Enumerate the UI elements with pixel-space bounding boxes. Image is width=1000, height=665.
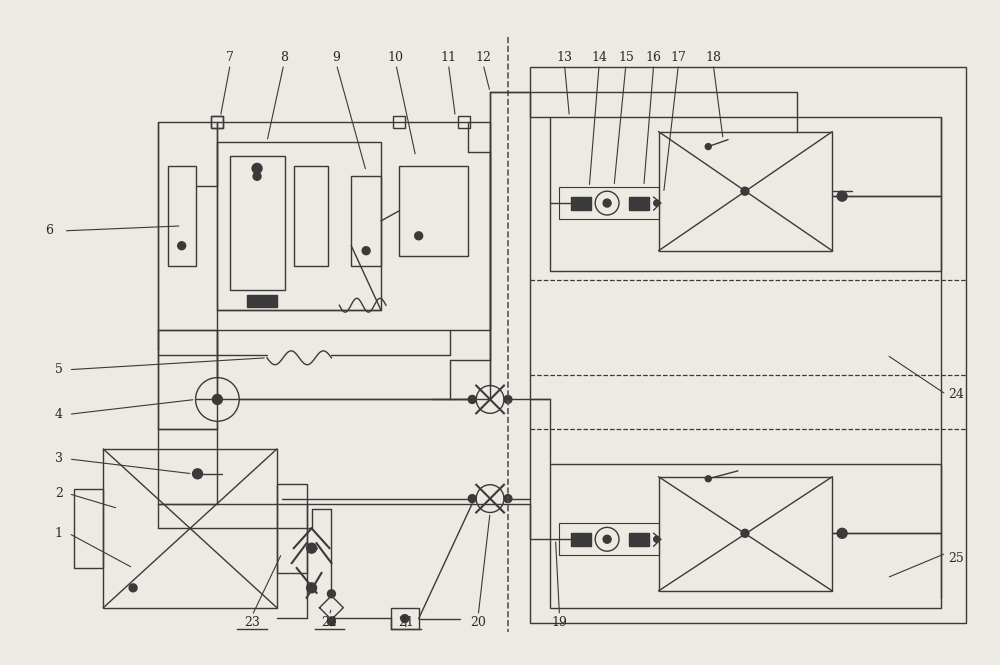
Circle shape [252,164,262,174]
Bar [530,67,966,622]
Circle shape [129,584,137,592]
Circle shape [401,614,409,622]
Circle shape [654,536,660,542]
Circle shape [654,200,660,206]
Text: 20: 20 [470,616,486,629]
Bar [351,176,381,265]
Text: 6: 6 [45,224,53,237]
Circle shape [327,590,335,598]
Bar [629,533,649,546]
Circle shape [193,469,203,479]
Text: 19: 19 [552,616,567,629]
Bar [571,533,591,546]
Circle shape [504,495,512,503]
Circle shape [603,535,611,543]
Bar [230,156,285,291]
Circle shape [212,394,222,404]
Text: 2: 2 [55,487,63,500]
Text: 18: 18 [705,51,721,64]
Text: 16: 16 [646,51,662,64]
Bar [571,197,591,210]
Text: 12: 12 [475,51,491,64]
Text: 23: 23 [244,616,260,629]
Circle shape [468,396,476,404]
Bar [550,464,941,608]
Text: 8: 8 [280,51,288,64]
Bar [659,132,832,251]
Circle shape [741,188,749,195]
Bar [277,483,307,573]
Text: 9: 9 [332,51,340,64]
Text: 22: 22 [322,616,337,629]
Circle shape [837,192,847,201]
Text: 10: 10 [388,51,404,64]
Circle shape [327,618,335,626]
Text: 1: 1 [55,527,63,540]
Bar [103,449,277,608]
Bar [659,477,832,591]
Bar [217,142,381,310]
Text: 11: 11 [440,51,456,64]
Bar [211,116,223,128]
Bar [391,608,419,630]
Bar [158,122,490,330]
Bar [74,489,103,568]
Text: 7: 7 [226,51,234,64]
Bar [211,116,223,128]
Bar [629,197,649,210]
Text: 15: 15 [618,51,634,64]
Bar [458,116,470,128]
Bar [399,166,468,255]
Text: 5: 5 [55,363,63,376]
Bar [393,116,405,128]
Text: 17: 17 [671,51,686,64]
Text: 21: 21 [398,616,414,629]
Circle shape [307,543,317,553]
Text: 24: 24 [948,388,964,401]
Circle shape [178,242,186,249]
Bar [247,295,277,307]
Circle shape [705,144,711,150]
Bar [559,188,659,219]
Text: 14: 14 [591,51,607,64]
Text: 4: 4 [55,408,63,421]
Circle shape [253,172,261,180]
Text: 13: 13 [556,51,572,64]
Circle shape [415,232,423,240]
Bar [294,166,328,265]
Text: 3: 3 [55,452,63,466]
Circle shape [468,495,476,503]
Circle shape [741,529,749,537]
Bar [550,117,941,271]
Circle shape [603,199,611,207]
Circle shape [362,247,370,255]
Circle shape [837,529,847,538]
Circle shape [504,396,512,404]
Text: 25: 25 [948,551,964,565]
Bar [168,166,196,265]
Circle shape [705,475,711,481]
Circle shape [307,583,317,593]
Bar [559,523,659,555]
